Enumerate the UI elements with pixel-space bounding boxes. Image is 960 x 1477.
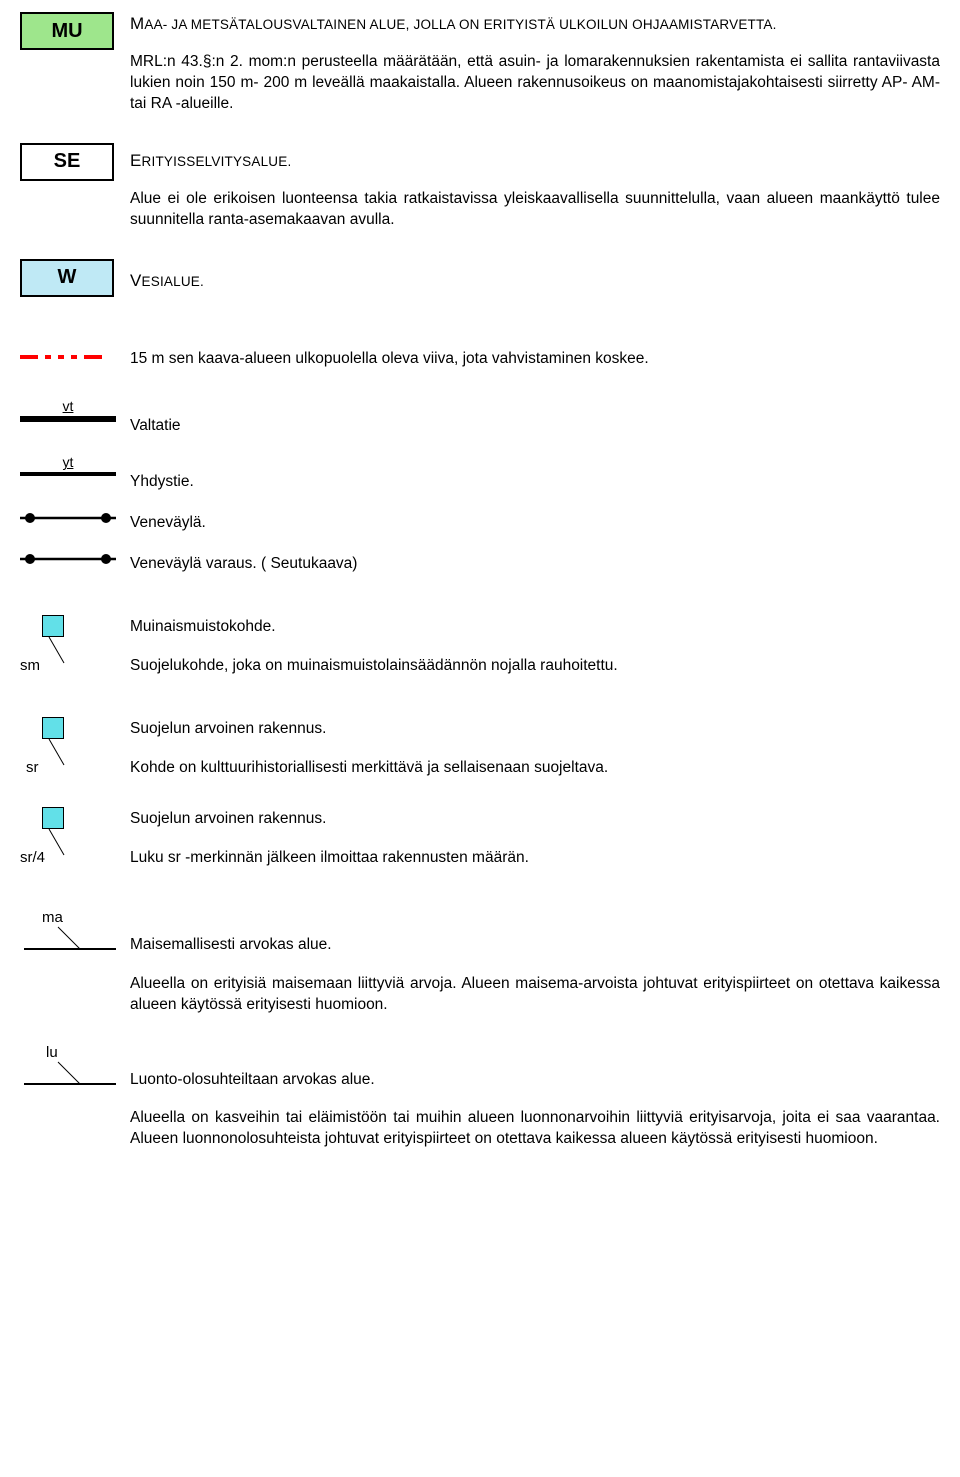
symbol-vt: vt [20, 398, 130, 422]
label-sm: sm [20, 657, 40, 674]
para-se: Alue ei ole erikoisen luonteensa takia r… [130, 189, 940, 231]
legend-entry-w: W VESIALUE. [20, 259, 940, 297]
text-sm: Muinaismuistokohde. Suojelukohde, joka o… [130, 615, 940, 677]
legend-entry-sr: sr Suojelun arvoinen rakennus. Kohde on … [20, 717, 940, 779]
dash-red-icon [20, 347, 116, 367]
legend-entry-yt: yt Yhdystie. [20, 454, 940, 493]
area-lu: lu [20, 1044, 120, 1099]
text-mu: MAA- JA METSÄTALOUSVALTAINEN ALUE, JOLLA… [130, 12, 940, 115]
text-yt: Yhdystie. [130, 454, 940, 493]
symbol-sm: sm [20, 615, 130, 670]
para-yt: Yhdystie. [130, 472, 940, 493]
para-vene2: Veneväylä varaus. ( Seutukaava) [130, 554, 940, 575]
title-w: VESIALUE. [130, 271, 940, 291]
legend-entry-vt: vt Valtatie [20, 398, 940, 437]
sr4-line1: Suojelun arvoinen rakennus. [130, 809, 940, 830]
para-vene1: Veneväylä. [130, 513, 940, 534]
legend-entry-se: SE ERITYISSELVITYSALUE. Alue ei ole erik… [20, 143, 940, 231]
text-vt: Valtatie [130, 398, 940, 437]
sr-line1: Suojelun arvoinen rakennus. [130, 719, 940, 740]
symbol-se: SE [20, 143, 130, 181]
area-ma: ma [20, 909, 120, 964]
para-mu: MRL:n 43.§:n 2. mom:n perusteella määrät… [130, 52, 940, 115]
symbol-yt: yt [20, 454, 130, 476]
zone-code-mu: MU [51, 20, 82, 43]
sm-line1: Muinaismuistokohde. [130, 617, 940, 638]
legend-entry-ma: ma Maisemallisesti arvokas alue. Alueell… [20, 909, 940, 1016]
vene2-icon [20, 552, 116, 566]
area-lu-icon [20, 1044, 120, 1099]
label-yt: yt [20, 454, 116, 470]
text-w: VESIALUE. [130, 259, 940, 291]
symbol-vene2 [20, 552, 130, 566]
legend-entry-mu: MU MAA- JA METSÄTALOUSVALTAINEN ALUE, JO… [20, 12, 940, 115]
zone-box-se: SE [20, 143, 114, 181]
text-sr: Suojelun arvoinen rakennus. Kohde on kul… [130, 717, 940, 779]
point-square-sr4 [42, 807, 64, 829]
leader-sr4-icon [42, 829, 72, 859]
sm-line2: Suojelukohde, joka on muinaismuistolains… [130, 656, 940, 677]
para-vt: Valtatie [130, 416, 940, 437]
legend-entry-vene1: Veneväylä. [20, 511, 940, 534]
label-sr: sr [26, 759, 39, 776]
point-sm: sm [20, 615, 120, 670]
zone-box-mu: MU [20, 12, 114, 50]
point-square-sm [42, 615, 64, 637]
sr-line2: Kohde on kulttuurihistoriallisesti merki… [130, 758, 940, 779]
text-ma: Maisemallisesti arvokas alue. Alueella o… [130, 909, 940, 1016]
text-vene2: Veneväylä varaus. ( Seutukaava) [130, 552, 940, 575]
symbol-mu: MU [20, 12, 130, 50]
lu-line1: Luonto-olosuhteiltaan arvokas alue. [130, 1070, 940, 1091]
ma-line1: Maisemallisesti arvokas alue. [130, 935, 940, 956]
line-vt-icon [20, 416, 116, 422]
text-vene1: Veneväylä. [130, 511, 940, 534]
label-vt: vt [20, 398, 116, 414]
symbol-w: W [20, 259, 130, 297]
legend-entry-lu: lu Luonto-olosuhteiltaan arvokas alue. A… [20, 1044, 940, 1151]
point-sr4: sr/4 [20, 807, 120, 862]
text-sr4: Suojelun arvoinen rakennus. Luku sr -mer… [130, 807, 940, 869]
title-mu: MAA- JA METSÄTALOUSVALTAINEN ALUE, JOLLA… [130, 14, 940, 34]
zone-code-se: SE [54, 150, 81, 173]
text-dash-red: 15 m sen kaava-alueen ulkopuolella oleva… [130, 347, 940, 370]
lu-line2: Alueella on kasveihin tai eläimistöön ta… [130, 1108, 940, 1150]
title-mu-rest: AA- JA METSÄTALOUSVALTAINEN ALUE, JOLLA … [144, 17, 776, 32]
symbol-lu: lu [20, 1044, 130, 1099]
text-lu: Luonto-olosuhteiltaan arvokas alue. Alue… [130, 1044, 940, 1151]
line-yt-icon [20, 472, 116, 476]
zone-code-w: W [58, 266, 77, 289]
symbol-vene1 [20, 511, 130, 525]
symbol-ma: ma [20, 909, 130, 964]
vene1-icon [20, 511, 116, 525]
point-sr: sr [20, 717, 120, 772]
label-sr4: sr/4 [20, 849, 45, 866]
legend-entry-sm: sm Muinaismuistokohde. Suojelukohde, jok… [20, 615, 940, 677]
zone-box-w: W [20, 259, 114, 297]
text-se: ERITYISSELVITYSALUE. Alue ei ole erikois… [130, 143, 940, 231]
symbol-dash-red [20, 347, 130, 367]
title-se: ERITYISSELVITYSALUE. [130, 151, 940, 171]
legend-entry-sr4: sr/4 Suojelun arvoinen rakennus. Luku sr… [20, 807, 940, 869]
point-square-sr [42, 717, 64, 739]
symbol-sr4: sr/4 [20, 807, 130, 862]
symbol-sr: sr [20, 717, 130, 772]
legend-entry-vene2: Veneväylä varaus. ( Seutukaava) [20, 552, 940, 575]
legend-entry-dash-red: 15 m sen kaava-alueen ulkopuolella oleva… [20, 347, 940, 370]
sr4-line2: Luku sr -merkinnän jälkeen ilmoittaa rak… [130, 848, 940, 869]
leader-sr-icon [42, 739, 72, 769]
ma-line2: Alueella on erityisiä maisemaan liittyvi… [130, 974, 940, 1016]
area-ma-icon [20, 909, 120, 964]
para-dash-red: 15 m sen kaava-alueen ulkopuolella oleva… [130, 349, 940, 370]
leader-sm-icon [42, 637, 72, 667]
